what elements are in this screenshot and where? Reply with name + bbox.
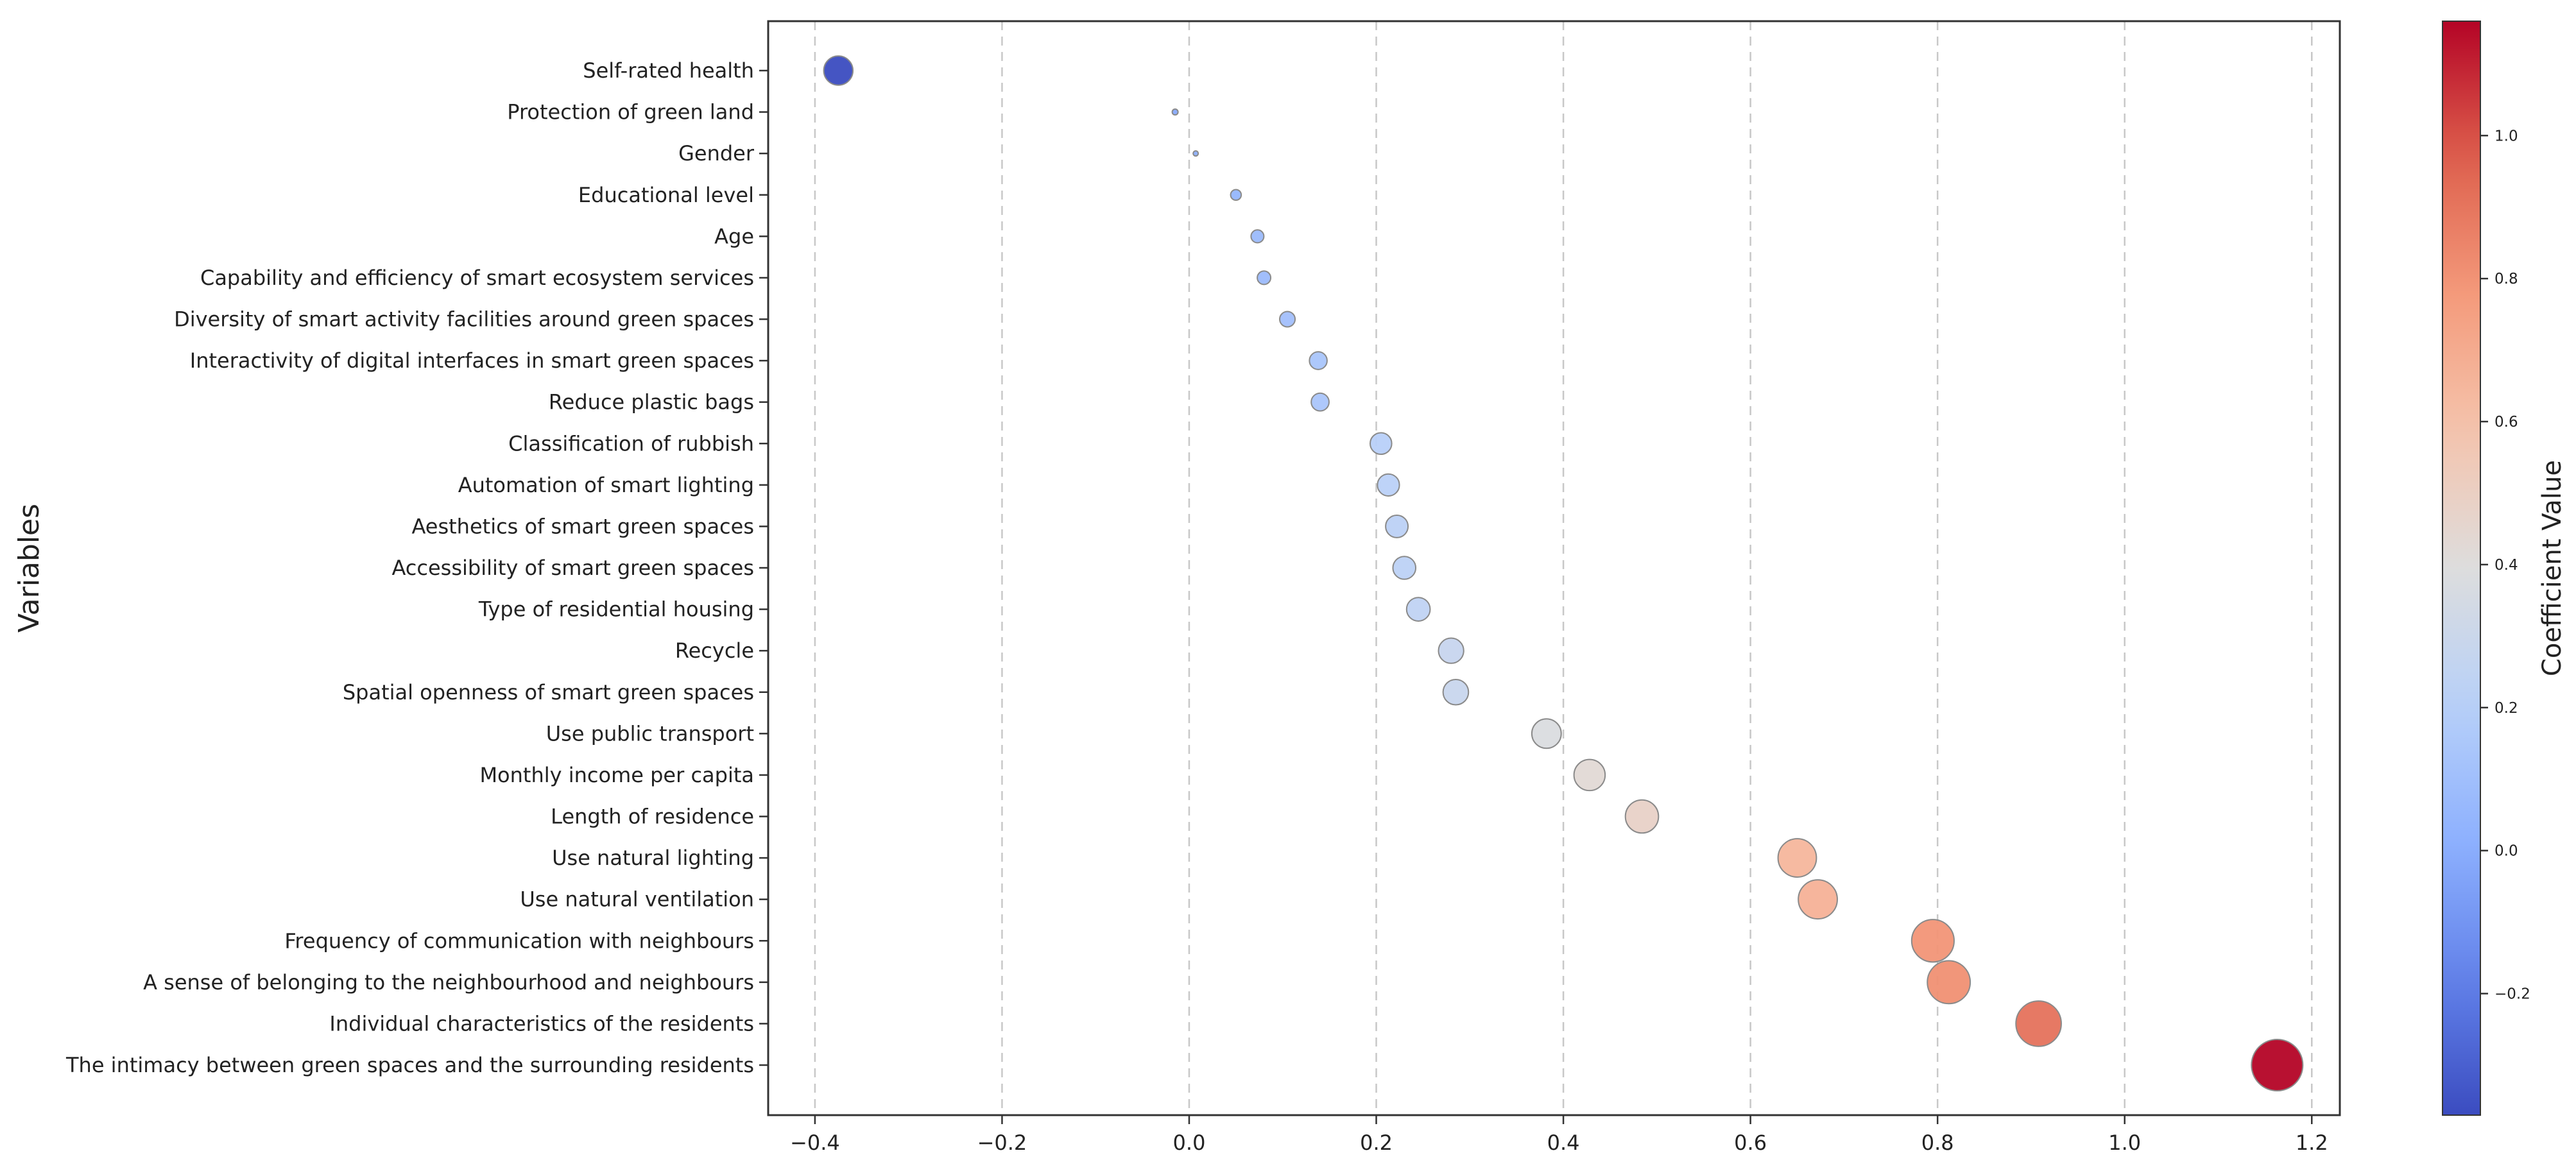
y-tick-label: Use public transport [546,721,754,746]
colorbar-tick-label: 1.0 [2494,128,2518,144]
colorbar-tick-label: 0.8 [2494,271,2518,287]
x-tick-label: 1.2 [2296,1131,2328,1153]
x-tick-label: −0.2 [977,1131,1027,1153]
data-point [1405,597,1431,622]
data-point [1230,189,1242,201]
data-point [1257,270,1272,286]
data-point [1438,637,1464,664]
colorbar-label: Coefficient Value [2537,460,2567,676]
y-tick-label: Diversity of smart activity facilities a… [174,307,754,332]
y-tick-label: Type of residential housing [478,597,754,622]
y-tick-label: Recycle [675,638,754,663]
x-tick-label: 0.8 [1921,1131,1954,1153]
data-point [1309,351,1328,370]
colorbar-tick-label: −0.2 [2494,986,2530,1003]
grid-lines [814,21,2313,1115]
data-point [1171,108,1179,116]
y-tick-label: Use natural lighting [552,846,754,870]
y-tick-label: Gender [678,141,755,166]
plot-area-frame [767,20,2341,1116]
data-point [1392,556,1417,580]
data-point [1624,799,1660,834]
y-tick-label: A sense of belonging to the neighbourhoo… [143,970,754,995]
y-tick-label: Age [714,224,754,248]
data-point [1192,150,1199,157]
data-point [1279,311,1296,328]
y-tick-label: Spatial openness of smart green spaces [343,680,754,705]
x-tick-label: 0.4 [1547,1131,1580,1153]
data-point [1798,879,1838,920]
data-point [1442,678,1470,706]
data-point [1250,229,1265,244]
y-tick-label: Protection of green land [507,100,754,124]
y-tick-label: Reduce plastic bags [549,390,754,414]
y-tick-label: Monthly income per capita [479,763,754,787]
y-tick-label: The intimacy between green spaces and th… [65,1053,754,1077]
data-point [1370,432,1393,456]
y-tick-label: Use natural ventilation [520,887,754,912]
data-point [823,55,854,86]
x-tick-label: 0.6 [1734,1131,1767,1153]
y-tick-label: Accessibility of smart green spaces [391,556,754,580]
colorbar-ticks: −0.2 0.0 0.2 0.4 0.6 0.8 1.0 [2480,128,2530,1003]
x-tick-label: 0.2 [1360,1131,1393,1153]
x-tick-label: −0.4 [790,1131,840,1153]
y-tick-label: Capability and efficiency of smart ecosy… [200,266,754,290]
y-tick-label: Aesthetics of smart green spaces [411,514,754,538]
colorbar-tick-label: 0.0 [2494,843,2518,860]
colorbar-tick-label: 0.6 [2494,414,2518,431]
data-point [1911,919,1955,963]
data-point [1777,838,1817,878]
y-tick-label: Interactivity of digital interfaces in s… [190,348,754,373]
colorbar-tick-label: 0.2 [2494,700,2518,717]
data-points [823,55,2304,1091]
data-point [1310,392,1330,412]
data-point [2015,1000,2062,1047]
data-point [1927,960,1971,1005]
y-tick-label: Classification of rubbish [508,431,754,456]
x-tick-label: 1.0 [2108,1131,2141,1153]
data-point [1385,514,1409,538]
x-axis-ticks: −0.4 −0.2 0.0 0.2 0.4 0.6 0.8 1.0 1.2 [790,1115,2328,1153]
data-point [2251,1039,2304,1091]
x-tick-label: 0.0 [1173,1131,1206,1153]
y-tick-label: Automation of smart lighting [458,473,754,497]
data-point [1531,718,1562,749]
y-axis-ticks: Self-rated health Protection of green lan… [65,58,768,1077]
data-point [1377,473,1400,497]
colorbar [2442,21,2481,1116]
y-tick-label: Individual characteristics of the reside… [329,1011,754,1036]
y-tick-label: Self-rated health [583,58,754,83]
y-tick-label: Frequency of communication with neighbou… [284,928,754,953]
y-tick-label: Length of residence [551,805,754,829]
y-tick-label: Educational level [578,183,754,207]
colorbar-tick-label: 0.4 [2494,557,2518,574]
y-axis-label: Variables [13,504,46,633]
data-point [1573,758,1606,792]
